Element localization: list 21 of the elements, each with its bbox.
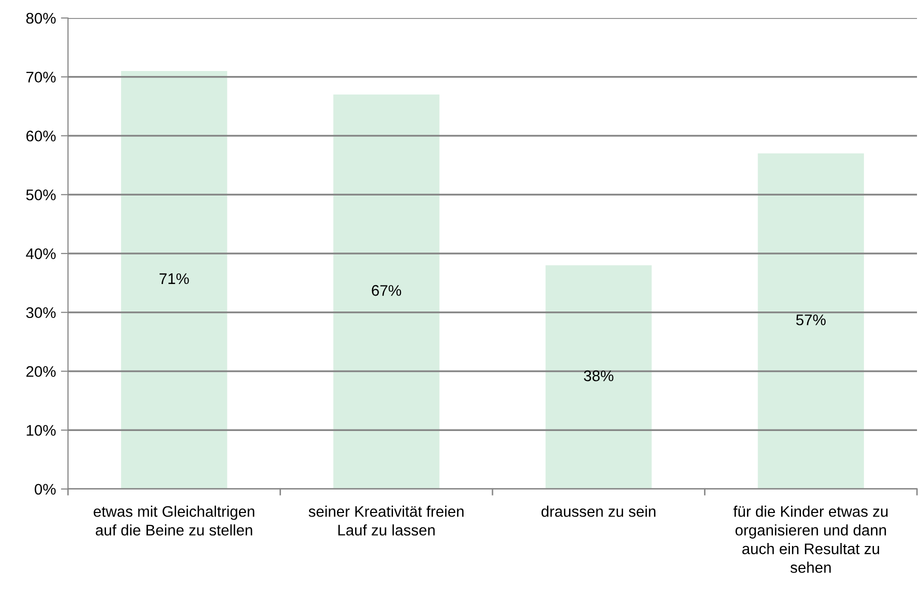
y-tick-label: 50% [26, 189, 56, 200]
data-label: 38% [584, 370, 614, 382]
x-tick-label: draussen zu sein [542, 506, 656, 517]
bar [333, 94, 440, 489]
y-tick-label: 0% [34, 484, 56, 495]
y-tick-label: 60% [26, 130, 56, 142]
bar [121, 70, 228, 489]
y-tick-label: 10% [26, 424, 56, 436]
data-label: 57% [796, 314, 826, 326]
y-tick-label: 20% [26, 366, 56, 377]
data-label: 71% [160, 273, 189, 284]
y-tick-label: 70% [26, 72, 56, 83]
y-tick-label: 80% [26, 12, 56, 24]
x-tick-label: seiner Kreativität freien Lauf zu lassen [308, 506, 464, 536]
data-label: 67% [372, 285, 402, 296]
x-tick-label: etwas mit Gleichaltrigen auf die Beine zu stellen [94, 506, 254, 536]
x-tick-label: für die Kinder etwas zu organisieren und dann auch ein Resultat zu sehen [733, 506, 888, 573]
bar [546, 265, 652, 489]
bar [758, 153, 864, 489]
y-tick-label: 40% [26, 248, 56, 260]
y-tick-label: 30% [26, 307, 56, 318]
